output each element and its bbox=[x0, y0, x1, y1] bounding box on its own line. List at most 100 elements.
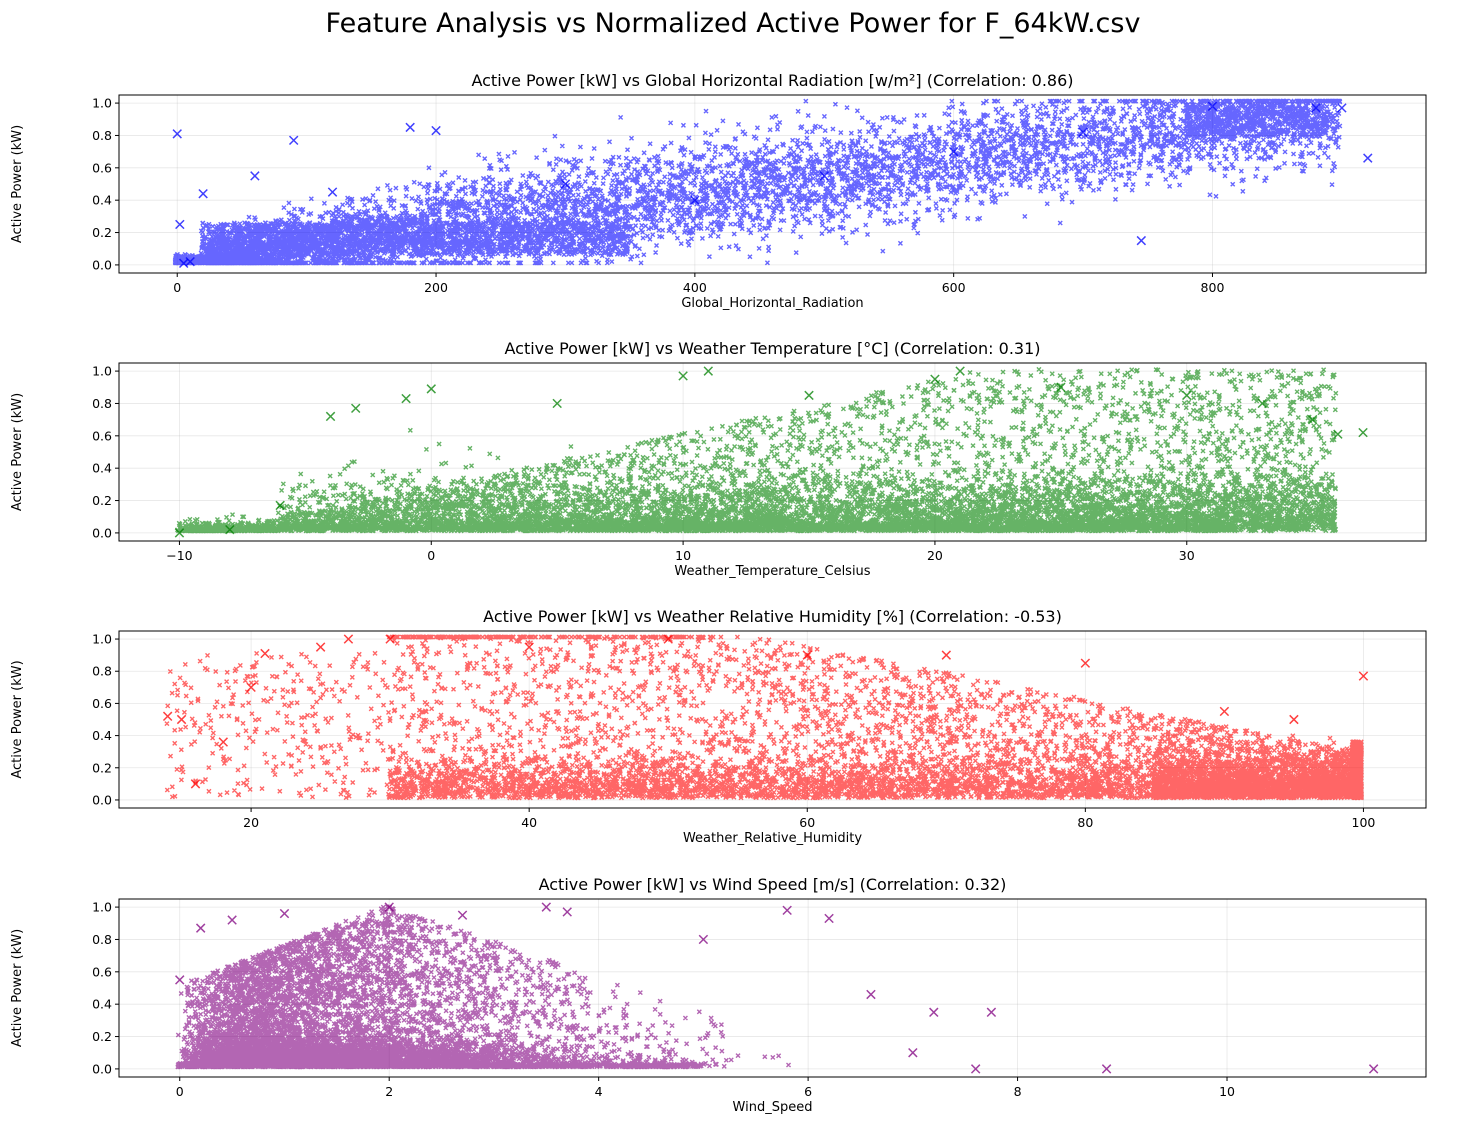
data-point-17 bbox=[1333, 429, 1343, 439]
data-point-10 bbox=[824, 913, 834, 924]
data-point-2 bbox=[190, 779, 201, 789]
x-axis-label: Global_Horizontal_Radiation bbox=[681, 296, 863, 311]
y-tick-label-0: 0.0 bbox=[92, 257, 112, 272]
x-axis: −10 0 10 20 30 Weather_Temperature_Celsius bbox=[166, 541, 1195, 579]
data-point-19 bbox=[1363, 153, 1373, 163]
data-point-15 bbox=[986, 1007, 997, 1018]
data-point-3 bbox=[279, 908, 290, 919]
data-point-2 bbox=[227, 915, 237, 925]
data-point-1 bbox=[175, 219, 185, 230]
plot-frame bbox=[118, 362, 1427, 542]
data-point-18 bbox=[1337, 103, 1347, 113]
subplot-4: 0 2 4 6 8 10 Wind_Speed 0.0 0.2 0.4 0.6 0.8 1.0 Activ… bbox=[10, 875, 1427, 1115]
x-tick-label-3: 80 bbox=[1077, 815, 1093, 830]
data-point-4 bbox=[350, 403, 361, 414]
x-axis-label: Weather_Relative_Humidity bbox=[683, 831, 862, 846]
y-tick-label-2: 0.4 bbox=[92, 997, 112, 1012]
x-tick-label-2: 60 bbox=[799, 815, 815, 830]
y-axis: 0.0 0.2 0.4 0.6 0.8 1.0 Active Power (kW) bbox=[10, 632, 119, 807]
x-tick-label-3: 600 bbox=[942, 280, 966, 295]
data-point-7 bbox=[343, 634, 354, 644]
y-tick-label-2: 0.4 bbox=[92, 461, 112, 476]
data-point-7 bbox=[327, 187, 338, 197]
y-tick-label-0: 0.0 bbox=[92, 525, 112, 540]
data-point-12 bbox=[819, 171, 829, 181]
y-tick-label-5: 1.0 bbox=[92, 96, 112, 111]
y-axis-label: Active Power (kW) bbox=[10, 660, 25, 778]
x-tick-label-4: 100 bbox=[1352, 815, 1376, 830]
x-axis: 0 2 4 6 8 10 Wind_Speed bbox=[176, 1077, 1235, 1115]
y-tick-label-1: 0.2 bbox=[92, 760, 112, 775]
data-point-17 bbox=[1311, 103, 1321, 113]
x-tick-label-2: 400 bbox=[683, 280, 707, 295]
data-point-3 bbox=[218, 737, 229, 747]
x-tick-label-1: 0 bbox=[427, 548, 435, 563]
x-tick-label-0: 0 bbox=[176, 1084, 184, 1099]
x-tick-label-4: 800 bbox=[1201, 280, 1225, 295]
data-points bbox=[162, 634, 1369, 789]
data-point-6 bbox=[541, 902, 552, 912]
y-tick-label-0: 0.0 bbox=[92, 792, 112, 807]
y-tick-label-4: 0.8 bbox=[92, 128, 112, 143]
data-point-0 bbox=[174, 528, 185, 538]
subplot-title: Active Power [kW] vs Weather Temperature… bbox=[504, 339, 1040, 358]
subplot-title: Active Power [kW] vs Weather Relative Hu… bbox=[483, 607, 1062, 626]
y-tick-label-2: 0.4 bbox=[92, 728, 112, 743]
data-point-5 bbox=[250, 171, 260, 181]
x-tick-label-1: 40 bbox=[521, 815, 537, 830]
subplot-2: −10 0 10 20 30 Weather_Temperature_Celsius 0.0… bbox=[10, 339, 1427, 579]
data-point-5 bbox=[260, 648, 270, 659]
y-axis: 0.0 0.2 0.4 0.6 0.8 1.0 Active Power (kW) bbox=[10, 364, 119, 540]
figure-title: Feature Analysis vs Normalized Active Po… bbox=[326, 8, 1141, 39]
y-tick-label-0: 0.0 bbox=[92, 1061, 112, 1076]
x-tick-label-0: −10 bbox=[166, 548, 192, 563]
data-point-16 bbox=[1207, 101, 1218, 112]
data-point-1 bbox=[176, 714, 187, 725]
y-axis-label: Active Power (kW) bbox=[10, 125, 25, 243]
y-tick-label-4: 0.8 bbox=[92, 396, 112, 411]
x-axis: 20 40 60 80 100 Weather_Relative_Humidity bbox=[243, 808, 1375, 846]
data-point-3 bbox=[185, 256, 195, 267]
data-point-9 bbox=[703, 366, 714, 376]
data-point-6 bbox=[288, 135, 299, 146]
data-point-6 bbox=[426, 384, 437, 394]
y-tick-label-1: 0.2 bbox=[92, 225, 112, 240]
data-point-1 bbox=[225, 524, 235, 535]
data-point-8 bbox=[405, 122, 415, 133]
data-points bbox=[174, 366, 1368, 538]
data-point-10 bbox=[560, 179, 571, 189]
x-tick-label-1: 200 bbox=[424, 280, 448, 295]
subplot-title: Active Power [kW] vs Wind Speed [m/s] (C… bbox=[539, 875, 1007, 894]
x-tick-label-2: 4 bbox=[595, 1084, 603, 1099]
data-point-18 bbox=[1358, 427, 1368, 438]
y-tick-label-1: 0.2 bbox=[92, 1029, 112, 1044]
data-point-5 bbox=[401, 393, 411, 404]
data-point-7 bbox=[552, 398, 562, 409]
data-point-6 bbox=[315, 642, 326, 652]
x-axis-label: Wind_Speed bbox=[733, 1100, 813, 1115]
x-tick-label-0: 20 bbox=[243, 815, 259, 830]
data-point-11 bbox=[802, 650, 812, 660]
data-point-3 bbox=[325, 411, 336, 422]
y-tick-label-5: 1.0 bbox=[92, 632, 112, 647]
data-point-16 bbox=[1101, 1064, 1112, 1074]
data-point-14 bbox=[1078, 127, 1088, 137]
x-axis: 0 200 400 600 800 Global_Horizontal_Radiation bbox=[173, 273, 1224, 311]
data-point-11 bbox=[866, 989, 876, 1000]
y-tick-label-3: 0.6 bbox=[92, 696, 112, 711]
y-tick-label-1: 0.2 bbox=[92, 493, 112, 508]
data-point-1 bbox=[195, 923, 206, 933]
y-tick-label-4: 0.8 bbox=[92, 664, 112, 679]
subplot-title: Active Power [kW] vs Global Horizontal R… bbox=[471, 71, 1073, 90]
y-tick-label-3: 0.6 bbox=[92, 160, 112, 175]
y-tick-label-5: 1.0 bbox=[92, 900, 112, 915]
data-point-13 bbox=[1080, 658, 1091, 668]
x-tick-label-1: 2 bbox=[385, 1084, 393, 1099]
data-point-12 bbox=[908, 1047, 918, 1058]
subplots: 0 200 400 600 800Global_Horizontal_Radiation… bbox=[10, 71, 1427, 1115]
data-point-15 bbox=[1257, 398, 1268, 409]
scatter-cloud bbox=[172, 98, 1343, 266]
data-point-14 bbox=[1219, 706, 1230, 717]
data-point-11 bbox=[930, 374, 940, 384]
